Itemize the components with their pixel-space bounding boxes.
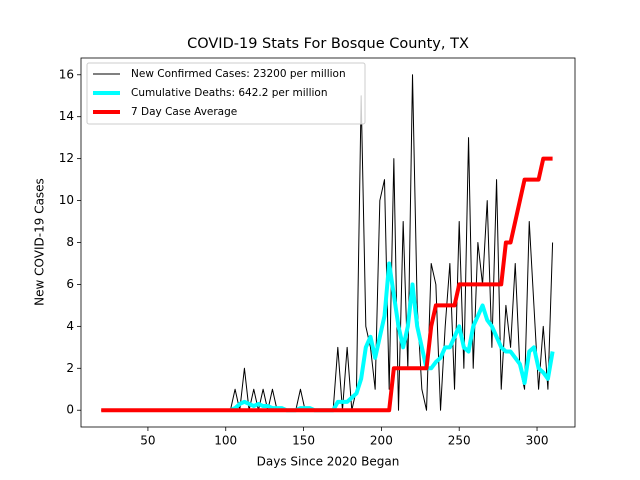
- y-tick-label: 4: [66, 319, 74, 333]
- y-tick-label: 14: [59, 109, 74, 123]
- x-tick-label: 250: [448, 434, 471, 448]
- y-axis-label: New COVID-19 Cases: [33, 178, 47, 306]
- legend-label: New Confirmed Cases: 23200 per million: [131, 68, 346, 80]
- x-axis-label: Days Since 2020 Began: [257, 455, 400, 469]
- series-line: [101, 74, 554, 411]
- plot-frame: [80, 57, 576, 428]
- y-tick-label: 6: [66, 277, 74, 291]
- y-tick-label: 16: [59, 67, 74, 81]
- legend-label: 7 Day Case Average: [131, 106, 237, 118]
- chart-title: COVID-19 Stats For Bosque County, TX: [187, 36, 469, 52]
- y-tick-label: 12: [59, 151, 74, 165]
- x-tick-label: 200: [370, 434, 393, 448]
- x-tick-label: 150: [292, 434, 315, 448]
- series-line: [101, 156, 553, 413]
- y-tick-label: 8: [66, 235, 74, 249]
- legend-label: Cumulative Deaths: 642.2 per million: [131, 87, 328, 99]
- x-tick-label: 100: [214, 434, 237, 448]
- x-tick-label: 300: [526, 434, 549, 448]
- y-tick-label: 10: [59, 193, 74, 207]
- y-tick-label: 2: [66, 361, 74, 375]
- legend-box: [86, 62, 366, 125]
- y-tick-label: 0: [66, 403, 74, 417]
- x-tick-label: 50: [140, 434, 155, 448]
